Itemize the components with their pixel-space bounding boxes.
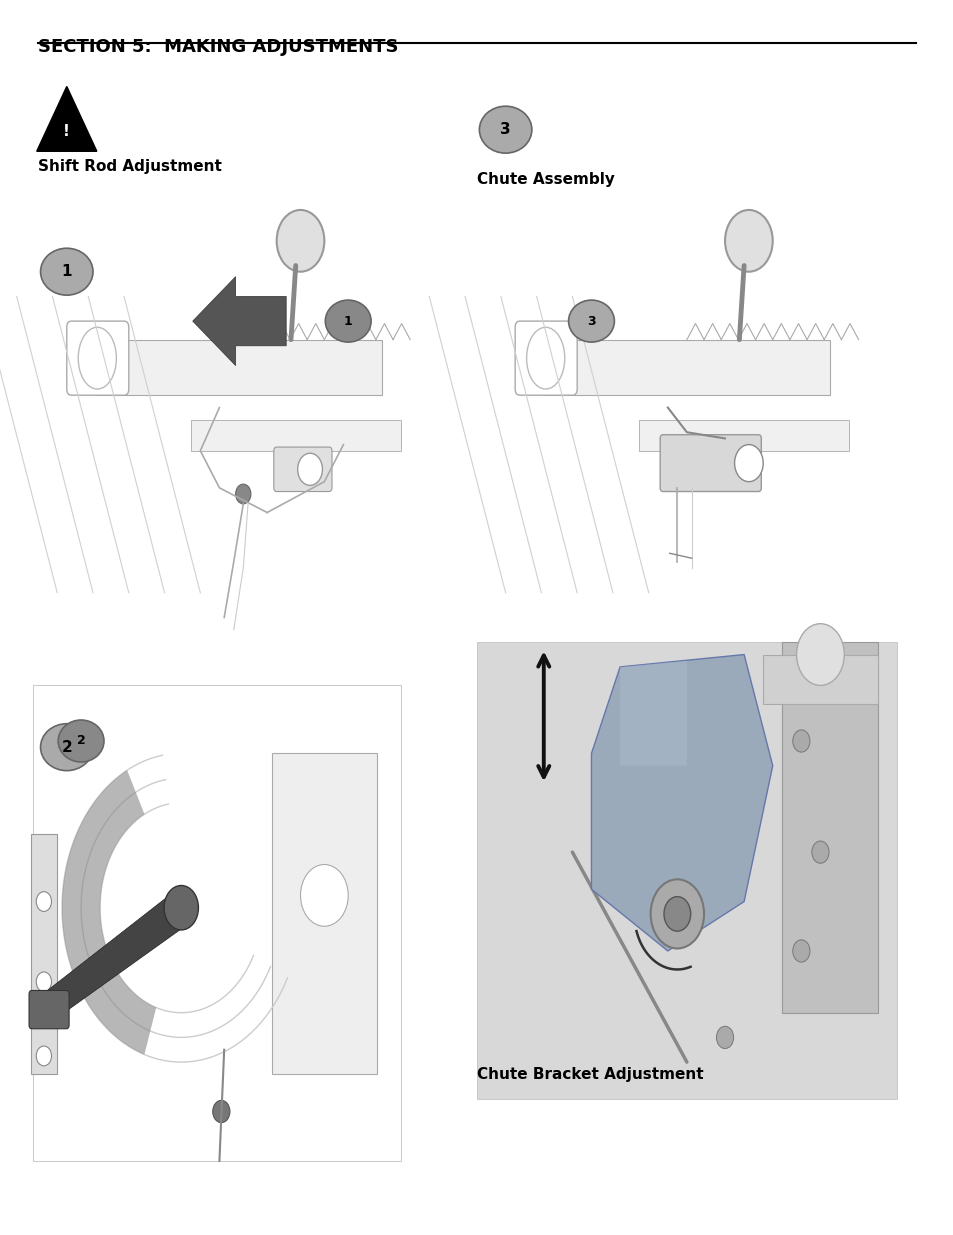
Circle shape (213, 1100, 230, 1123)
Text: 2: 2 (61, 740, 72, 755)
Circle shape (663, 897, 690, 931)
FancyBboxPatch shape (67, 321, 129, 395)
Polygon shape (37, 86, 97, 151)
Circle shape (36, 972, 51, 992)
FancyBboxPatch shape (515, 321, 577, 395)
Ellipse shape (526, 327, 564, 389)
Ellipse shape (41, 248, 93, 295)
Text: 3: 3 (586, 315, 596, 327)
Circle shape (36, 1046, 51, 1066)
Text: 1: 1 (343, 315, 353, 327)
FancyBboxPatch shape (543, 340, 829, 395)
FancyBboxPatch shape (29, 990, 69, 1029)
Circle shape (792, 730, 809, 752)
FancyBboxPatch shape (476, 642, 896, 1099)
Polygon shape (619, 661, 686, 766)
Circle shape (276, 210, 324, 272)
FancyBboxPatch shape (33, 685, 400, 1161)
Polygon shape (62, 771, 156, 1055)
FancyBboxPatch shape (659, 435, 760, 492)
Polygon shape (193, 277, 286, 366)
FancyBboxPatch shape (95, 340, 381, 395)
Ellipse shape (41, 724, 93, 771)
Text: 1: 1 (61, 264, 72, 279)
FancyBboxPatch shape (781, 642, 877, 1013)
Circle shape (297, 453, 322, 485)
Circle shape (300, 864, 348, 926)
Circle shape (36, 892, 51, 911)
Circle shape (792, 940, 809, 962)
Text: Chute Bracket Adjustment: Chute Bracket Adjustment (476, 1067, 703, 1082)
FancyBboxPatch shape (30, 834, 57, 1074)
FancyBboxPatch shape (191, 420, 400, 451)
Text: Shift Rod Adjustment: Shift Rod Adjustment (38, 159, 222, 174)
Text: Chute Assembly: Chute Assembly (476, 172, 615, 186)
FancyBboxPatch shape (639, 420, 848, 451)
Circle shape (811, 841, 828, 863)
Circle shape (796, 624, 843, 685)
Ellipse shape (58, 720, 104, 762)
FancyBboxPatch shape (762, 655, 877, 704)
FancyBboxPatch shape (274, 447, 332, 492)
Circle shape (164, 885, 198, 930)
Circle shape (235, 484, 251, 504)
FancyBboxPatch shape (272, 753, 376, 1074)
Polygon shape (43, 892, 189, 1019)
Text: 3: 3 (499, 122, 511, 137)
Ellipse shape (568, 300, 614, 342)
Circle shape (716, 1026, 733, 1049)
Text: 2: 2 (76, 735, 86, 747)
Circle shape (650, 879, 703, 948)
Ellipse shape (78, 327, 116, 389)
Circle shape (724, 210, 772, 272)
Ellipse shape (325, 300, 371, 342)
Text: SECTION 5:  MAKING ADJUSTMENTS: SECTION 5: MAKING ADJUSTMENTS (38, 37, 398, 56)
Text: !: ! (63, 125, 71, 140)
Ellipse shape (478, 106, 531, 153)
Polygon shape (591, 655, 772, 951)
Circle shape (734, 445, 762, 482)
